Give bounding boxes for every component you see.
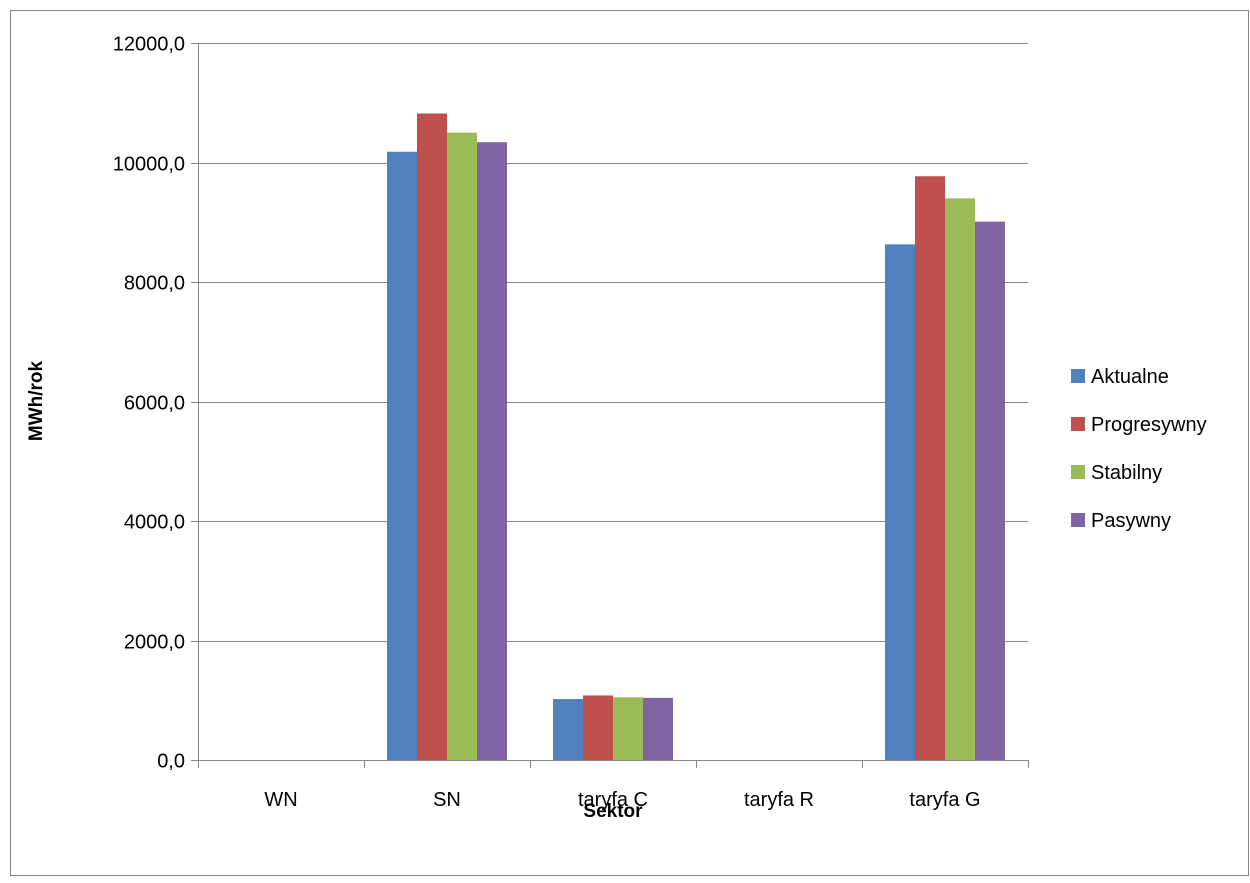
bar <box>583 695 613 760</box>
legend: Aktualne Progresywny Stabilny Pasywny <box>1071 366 1207 532</box>
y-tick-label: 4000,0 <box>124 512 185 534</box>
x-tick-label: taryfa C <box>578 789 648 811</box>
x-tick-label: taryfa R <box>744 789 814 811</box>
bar <box>945 198 975 761</box>
bar <box>975 221 1005 761</box>
bar <box>915 176 945 760</box>
legend-swatch <box>1071 465 1085 479</box>
bar <box>885 244 915 761</box>
bar <box>477 142 507 760</box>
bar <box>553 699 583 760</box>
y-tick-label: 12000,0 <box>113 34 185 56</box>
y-tick-label: 6000,0 <box>124 393 185 415</box>
bar <box>613 697 643 760</box>
legend-label: Aktualne <box>1091 366 1169 388</box>
y-tick-labels: 0,0 2000,0 4000,0 6000,0 8000,0 10000,0 12000,… <box>113 34 185 773</box>
x-tick-label: SN <box>433 789 461 811</box>
bar <box>387 151 417 760</box>
bar <box>417 113 447 760</box>
bar <box>643 697 673 760</box>
bar <box>447 132 477 760</box>
legend-label: Stabilny <box>1091 462 1162 484</box>
legend-swatch <box>1071 513 1085 527</box>
x-tick-label: WN <box>264 789 297 811</box>
x-axis-title: Sektor <box>583 801 643 822</box>
y-tick-label: 8000,0 <box>124 273 185 295</box>
y-tick-label: 2000,0 <box>124 632 185 654</box>
legend-label: Pasywny <box>1091 510 1171 532</box>
axes <box>191 43 1029 768</box>
x-tick-labels: WN SN taryfa C taryfa R taryfa G <box>264 789 980 811</box>
y-axis-title: MWh/rok <box>26 360 47 441</box>
y-tick-label: 0,0 <box>157 751 185 773</box>
legend-swatch <box>1071 369 1085 383</box>
bars <box>387 113 1005 761</box>
legend-label: Progresywny <box>1091 414 1207 436</box>
x-tick-label: taryfa G <box>909 789 980 811</box>
y-tick-label: 10000,0 <box>113 154 185 176</box>
legend-swatch <box>1071 417 1085 431</box>
